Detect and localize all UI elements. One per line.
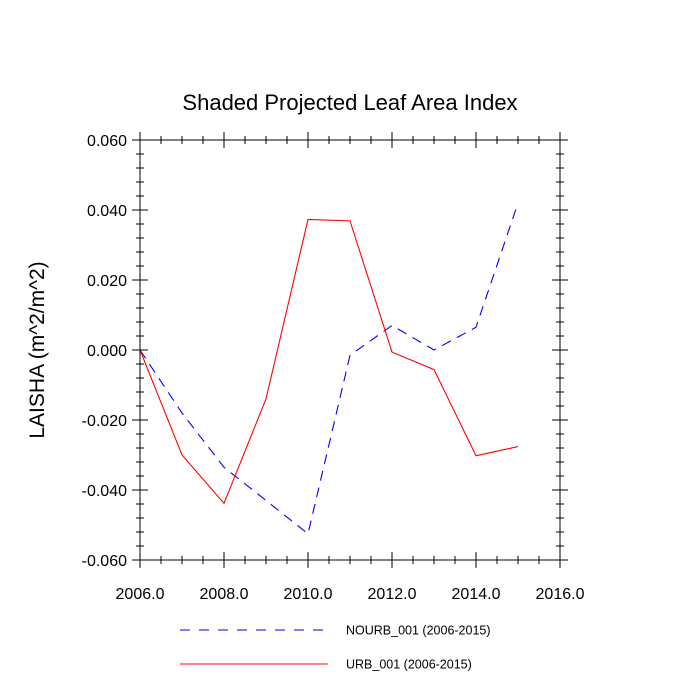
plot-frame bbox=[139, 139, 561, 561]
y-tick-label: -0.040 bbox=[82, 483, 127, 500]
legend: NOURB_001 (2006-2015) URB_001 (2006-2015) bbox=[180, 624, 491, 672]
axis-ticks bbox=[132, 132, 568, 568]
y-tick-labels: -0.060 -0.040 -0.020 0.000 0.020 0.040 0.060 bbox=[82, 133, 127, 570]
y-tick-label: 0.000 bbox=[87, 343, 127, 360]
y-tick-label: -0.060 bbox=[82, 553, 127, 570]
x-tick-label: 2010.0 bbox=[284, 586, 333, 603]
series-line-2 bbox=[139, 218, 519, 505]
series-line-1 bbox=[139, 202, 519, 535]
chart-title: Shaded Projected Leaf Area Index bbox=[182, 90, 517, 115]
x-tick-label: 2016.0 bbox=[536, 586, 585, 603]
x-tick-labels: 2006.0 2008.0 2010.0 2012.0 2014.0 2016.0 bbox=[116, 586, 585, 603]
y-tick-label: 0.040 bbox=[87, 203, 127, 220]
y-tick-label: -0.020 bbox=[82, 413, 127, 430]
series-layer bbox=[139, 202, 519, 535]
y-tick-label: 0.060 bbox=[87, 133, 127, 150]
legend-label-2: URB_001 (2006-2015) bbox=[346, 658, 472, 672]
y-tick-label: 0.020 bbox=[87, 273, 127, 290]
y-axis-label: LAISHA (m^2/m^2) bbox=[26, 261, 49, 438]
x-tick-label: 2014.0 bbox=[452, 586, 501, 603]
x-tick-label: 2008.0 bbox=[200, 586, 249, 603]
x-tick-label: 2006.0 bbox=[116, 586, 165, 603]
legend-label-1: NOURB_001 (2006-2015) bbox=[346, 624, 491, 638]
x-tick-label: 2012.0 bbox=[368, 586, 417, 603]
